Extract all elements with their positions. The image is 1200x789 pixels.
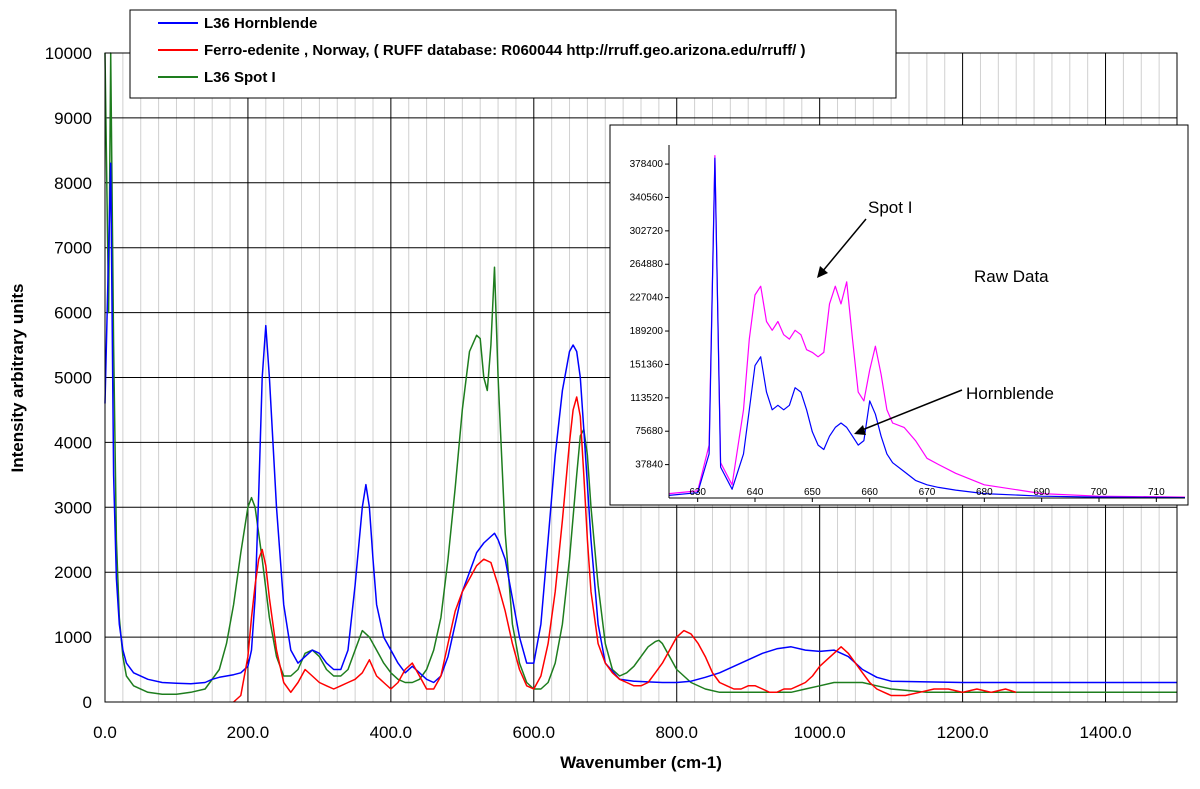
inset-x-tick-labels: 630 640 650 660 670 680 690 700 710	[689, 487, 1165, 502]
x-tick-label: 200.0	[227, 723, 270, 742]
y-tick-label: 1000	[54, 628, 92, 647]
inset-x-tick-label: 700	[1091, 487, 1108, 498]
inset-y-tick-label: 378400	[630, 159, 664, 170]
x-tick-label: 1000.0	[794, 723, 846, 742]
inset-y-tick-label: 227040	[630, 293, 664, 304]
arrow-hornblende	[861, 389, 963, 431]
x-tick-label: 0.0	[93, 723, 117, 742]
main-x-tick-labels: 0.0 200.0 400.0 600.0 800.0 1000.0 1200.0 1400.…	[93, 723, 1131, 742]
annotation-hornblende: Hornblende	[966, 384, 1054, 403]
x-tick-label: 1200.0	[937, 723, 989, 742]
arrowhead-hornblende	[854, 425, 866, 435]
inset-series-line-1	[668, 157, 1186, 499]
inset-x-tick-label: 630	[689, 487, 706, 498]
inset-x-tick-label: 660	[861, 487, 878, 498]
y-tick-label: 5000	[54, 369, 92, 388]
series-line-1	[233, 396, 1017, 703]
series-line-2	[104, 52, 1177, 695]
inset-x-tick-label: 670	[919, 487, 936, 498]
inset-y-tick-label: 113520	[630, 393, 663, 404]
inset-y-tick-label: 37840	[635, 460, 663, 471]
inset-y-tick-label: 302720	[630, 226, 664, 237]
legend-label-hornblende: L36 Hornblende	[204, 15, 317, 32]
y-tick-label: 7000	[54, 239, 92, 258]
y-tick-label: 6000	[54, 304, 92, 323]
inset-x-tick-label: 650	[804, 487, 821, 498]
inset-y-tick-label: 189200	[630, 326, 664, 337]
inset-series-lines	[668, 155, 1186, 499]
annotation-raw-data: Raw Data	[974, 267, 1049, 286]
inset-x-tick-label: 710	[1148, 487, 1165, 498]
inset-x-tick-label: 690	[1033, 487, 1050, 498]
y-tick-label: 0	[83, 693, 92, 712]
legend-box	[129, 9, 897, 99]
y-tick-label: 9000	[54, 109, 92, 128]
x-tick-label: 800.0	[655, 723, 698, 742]
x-tick-label: 400.0	[370, 723, 413, 742]
x-tick-label: 600.0	[513, 723, 556, 742]
inset-raw-data-chart: 37840 75680 113520 151360 189200 227040 264880…	[609, 124, 1189, 506]
inset-y-tick-labels: 37840 75680 113520 151360 189200 227040 264880…	[630, 159, 669, 471]
y-tick-label: 2000	[54, 563, 92, 582]
x-axis-title: Wavenumber (cm-1)	[560, 753, 722, 772]
y-tick-label: 8000	[54, 174, 92, 193]
main-series-lines	[104, 52, 1177, 703]
legend-label-ferro-edenite: Ferro-edenite , Norway, ( RUFF database:…	[204, 42, 805, 59]
y-axis-title: Intensity arbitrary units	[8, 284, 27, 473]
inset-y-tick-label: 264880	[630, 259, 664, 270]
legend-label-spot-i: L36 Spot I	[204, 69, 276, 86]
inset-x-tick-label: 680	[976, 487, 993, 498]
y-tick-label: 10000	[45, 44, 92, 63]
series-line-0	[104, 162, 1177, 685]
inset-y-tick-label: 340560	[630, 192, 664, 203]
legend: L36 Hornblende Ferro-edenite , Norway, (…	[129, 9, 897, 99]
inset-series-line-0	[668, 155, 1186, 498]
x-tick-label: 1400.0	[1080, 723, 1132, 742]
inset-y-tick-label: 151360	[630, 359, 664, 370]
annotation-spot-i: Spot I	[868, 198, 912, 217]
arrowhead-spot-i	[817, 266, 828, 278]
inset-x-tick-label: 640	[747, 487, 764, 498]
main-y-tick-labels: 0 1000 2000 3000 4000 5000 6000 7000 8000 9000 100…	[45, 44, 92, 712]
y-tick-label: 4000	[54, 433, 92, 452]
y-tick-label: 3000	[54, 498, 92, 517]
arrow-spot-i	[821, 218, 867, 273]
inset-outer-frame	[609, 124, 1189, 506]
inset-y-tick-label: 75680	[635, 426, 663, 437]
